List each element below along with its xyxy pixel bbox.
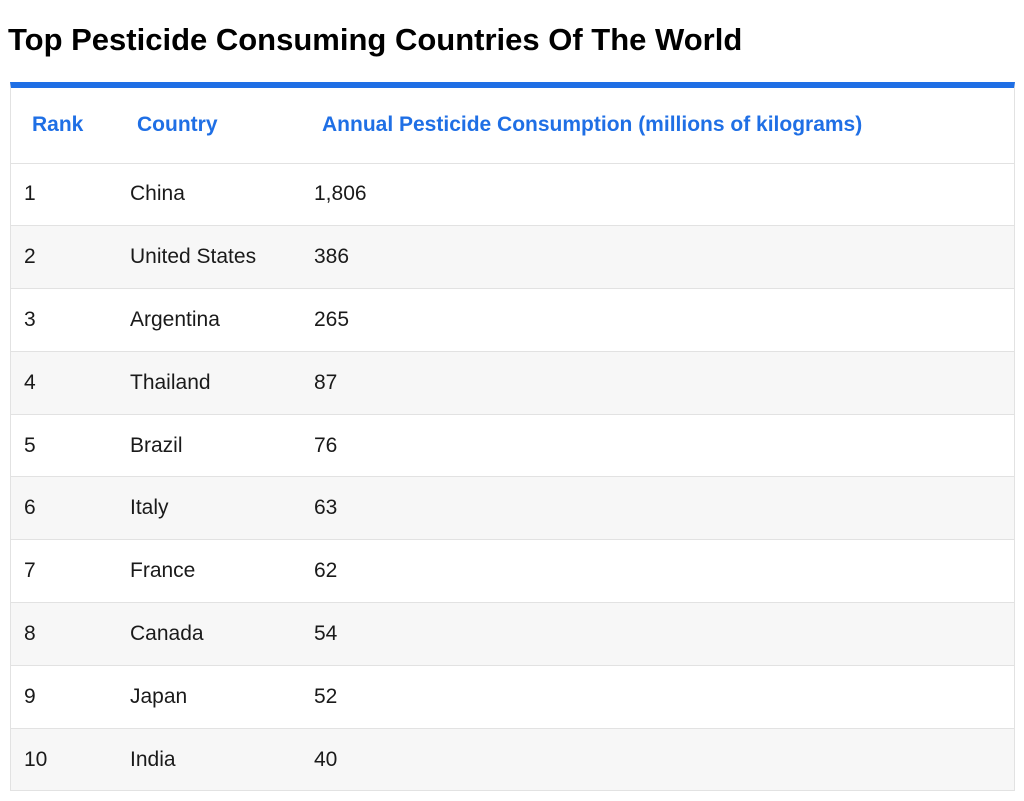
cell-rank: 1: [11, 163, 119, 227]
data-table-container: Rank Country Annual Pesticide Consumptio…: [10, 82, 1015, 792]
cell-consumption: 62: [303, 539, 1014, 604]
cell-consumption: 386: [303, 225, 1014, 290]
table-body: 1 China 1,806 2 United States 386 3 Argentina 26…: [11, 163, 1014, 792]
table-row: 4 Thailand 87: [11, 351, 1014, 415]
pesticide-table: Rank Country Annual Pesticide Consumptio…: [11, 88, 1014, 792]
cell-rank: 4: [11, 351, 119, 415]
header-row: Rank Country Annual Pesticide Consumptio…: [11, 88, 1014, 164]
table-row: 10 India 40: [11, 728, 1014, 792]
page-title: Top Pesticide Consuming Countries Of The…: [8, 22, 743, 57]
cell-country: Japan: [119, 665, 303, 729]
cell-consumption: 76: [303, 414, 1014, 478]
table-row: 6 Italy 63: [11, 476, 1014, 541]
cell-country: Brazil: [119, 414, 303, 478]
cell-country: Canada: [119, 602, 303, 666]
cell-rank: 10: [11, 728, 119, 792]
cell-rank: 8: [11, 602, 119, 666]
cell-country: Argentina: [119, 288, 303, 352]
cell-country: China: [119, 163, 303, 227]
cell-rank: 9: [11, 665, 119, 729]
table-row: 5 Brazil 76: [11, 414, 1014, 478]
table-row: 3 Argentina 265: [11, 288, 1014, 352]
cell-consumption: 52: [303, 665, 1014, 729]
table-row: 8 Canada 54: [11, 602, 1014, 666]
cell-rank: 6: [11, 476, 119, 541]
table-row: 7 France 62: [11, 539, 1014, 604]
column-header-rank: Rank: [11, 88, 119, 164]
cell-country: France: [119, 539, 303, 604]
cell-consumption: 54: [303, 602, 1014, 666]
cell-country: Thailand: [119, 351, 303, 415]
cell-country: India: [119, 728, 303, 792]
cell-rank: 5: [11, 414, 119, 478]
cell-rank: 3: [11, 288, 119, 352]
column-header-country: Country: [119, 88, 303, 164]
cell-rank: 7: [11, 539, 119, 604]
cell-consumption: 1,806: [303, 163, 1014, 227]
column-header-consumption: Annual Pesticide Consumption (millions o…: [303, 88, 1014, 164]
table-row: 2 United States 386: [11, 225, 1014, 290]
cell-rank: 2: [11, 225, 119, 290]
cell-country: Italy: [119, 476, 303, 541]
cell-consumption: 63: [303, 476, 1014, 541]
table-row: 1 China 1,806: [11, 163, 1014, 227]
cell-consumption: 265: [303, 288, 1014, 352]
cell-consumption: 40: [303, 728, 1014, 792]
cell-country: United States: [119, 225, 303, 290]
table-header: Rank Country Annual Pesticide Consumptio…: [11, 88, 1014, 164]
cell-consumption: 87: [303, 351, 1014, 415]
table-row: 9 Japan 52: [11, 665, 1014, 729]
